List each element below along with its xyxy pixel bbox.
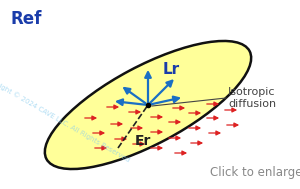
Text: Click to enlarge: Click to enlarge (210, 166, 300, 179)
Text: Lr: Lr (163, 62, 180, 77)
Text: Er: Er (135, 134, 152, 148)
Ellipse shape (45, 41, 251, 169)
Text: Copyright © 2024 CAVE LLC. All Rights Reserved: Copyright © 2024 CAVE LLC. All Rights Re… (0, 73, 130, 163)
Text: Ref: Ref (10, 10, 41, 28)
Text: Isotropic
diffusion: Isotropic diffusion (228, 87, 276, 109)
